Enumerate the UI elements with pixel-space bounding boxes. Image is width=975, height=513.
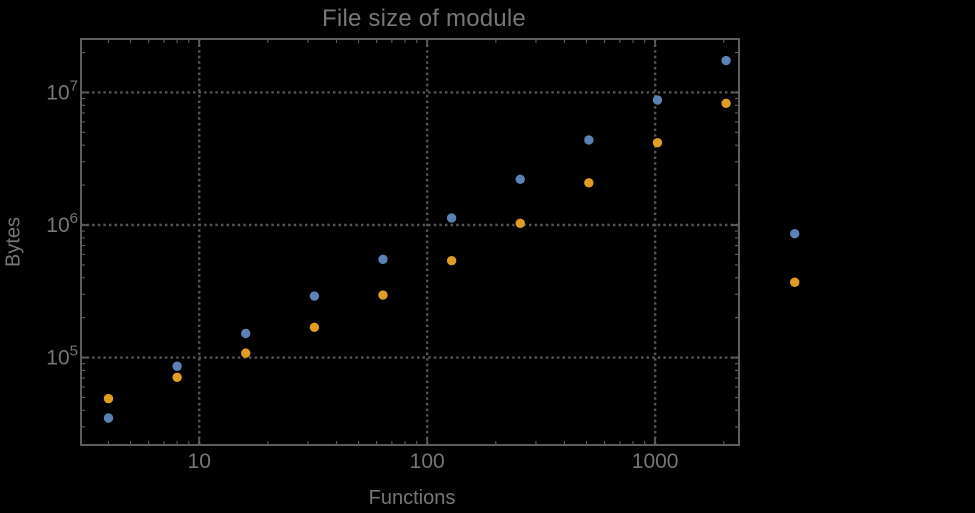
data-point-orange-series [309, 322, 320, 333]
data-point-blue-series [241, 328, 251, 339]
data-point-blue-series [721, 55, 731, 66]
data-point-blue-series [309, 291, 320, 301]
x-axis-label: Functions [368, 487, 456, 509]
data-point-orange-series [652, 137, 663, 148]
y-tick-label: 106 [46, 210, 78, 237]
data-point-blue-series [652, 95, 663, 105]
x-tick-label: 100 [410, 450, 445, 473]
x-tick-label: 1000 [632, 450, 679, 473]
data-point-orange-series [446, 255, 457, 266]
data-point-blue-series [172, 361, 182, 371]
y-tick-label: 105 [46, 343, 78, 370]
data-point-orange-series [584, 178, 594, 188]
data-point-orange-series [515, 218, 525, 229]
data-point-blue-series [515, 174, 525, 185]
data-point-blue-series [790, 228, 800, 239]
data-point-orange-series [790, 277, 800, 287]
data-point-blue-series [378, 254, 388, 265]
data-point-blue-series [584, 135, 594, 145]
plot-frame [80, 38, 740, 446]
y-tick-label: 107 [46, 77, 78, 104]
chart-title: File size of module [322, 5, 526, 32]
data-point-blue-series [103, 413, 114, 423]
data-point-orange-series [241, 348, 251, 358]
data-point-blue-series [446, 213, 457, 223]
x-tick-label: 10 [188, 450, 211, 473]
data-point-orange-series [378, 290, 388, 300]
data-point-orange-series [103, 393, 114, 404]
data-point-orange-series [172, 372, 182, 382]
data-point-orange-series [721, 98, 731, 109]
y-axis-label: Bytes [2, 216, 25, 268]
